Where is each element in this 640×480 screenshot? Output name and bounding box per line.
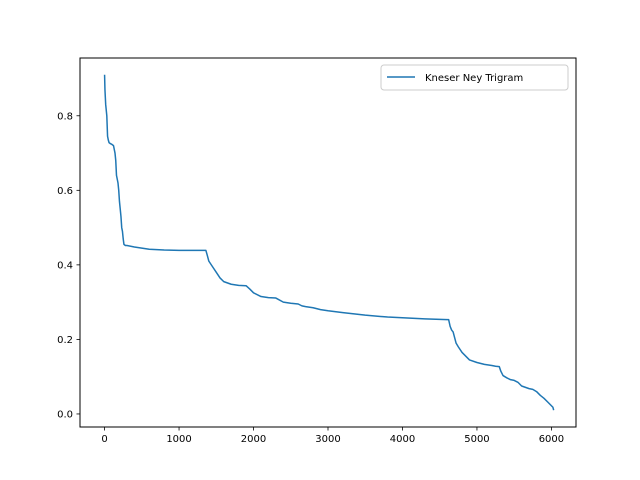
series-line-0: [103, 74, 555, 411]
series-layer: [103, 74, 555, 411]
legend: Kneser Ney Trigram: [380, 64, 569, 91]
x-tick-label: 0: [101, 434, 107, 445]
x-tick-label: 1000: [166, 434, 191, 445]
legend-label-kneser-ney-trigram: Kneser Ney Trigram: [425, 73, 523, 84]
y-tick-label: 0.2: [57, 335, 73, 346]
x-tick-label: 5000: [464, 434, 489, 445]
y-tick-label: 0.6: [57, 186, 73, 197]
y-tick-label: 0.8: [57, 111, 73, 122]
axes-frame: [79, 57, 577, 428]
legend-box: [380, 64, 569, 91]
y-tick-label: 0.0: [57, 409, 73, 420]
y-tick-label: 0.4: [57, 260, 73, 271]
x-tick-label: 3000: [315, 434, 340, 445]
ticks-layer: 0 1000 2000 3000 4000 5000 6000 0.0 0.2 0.4 0.6 0.8: [57, 111, 564, 445]
x-tick-label: 6000: [539, 434, 564, 445]
x-tick-label: 2000: [241, 434, 266, 445]
x-tick-label: 4000: [390, 434, 415, 445]
